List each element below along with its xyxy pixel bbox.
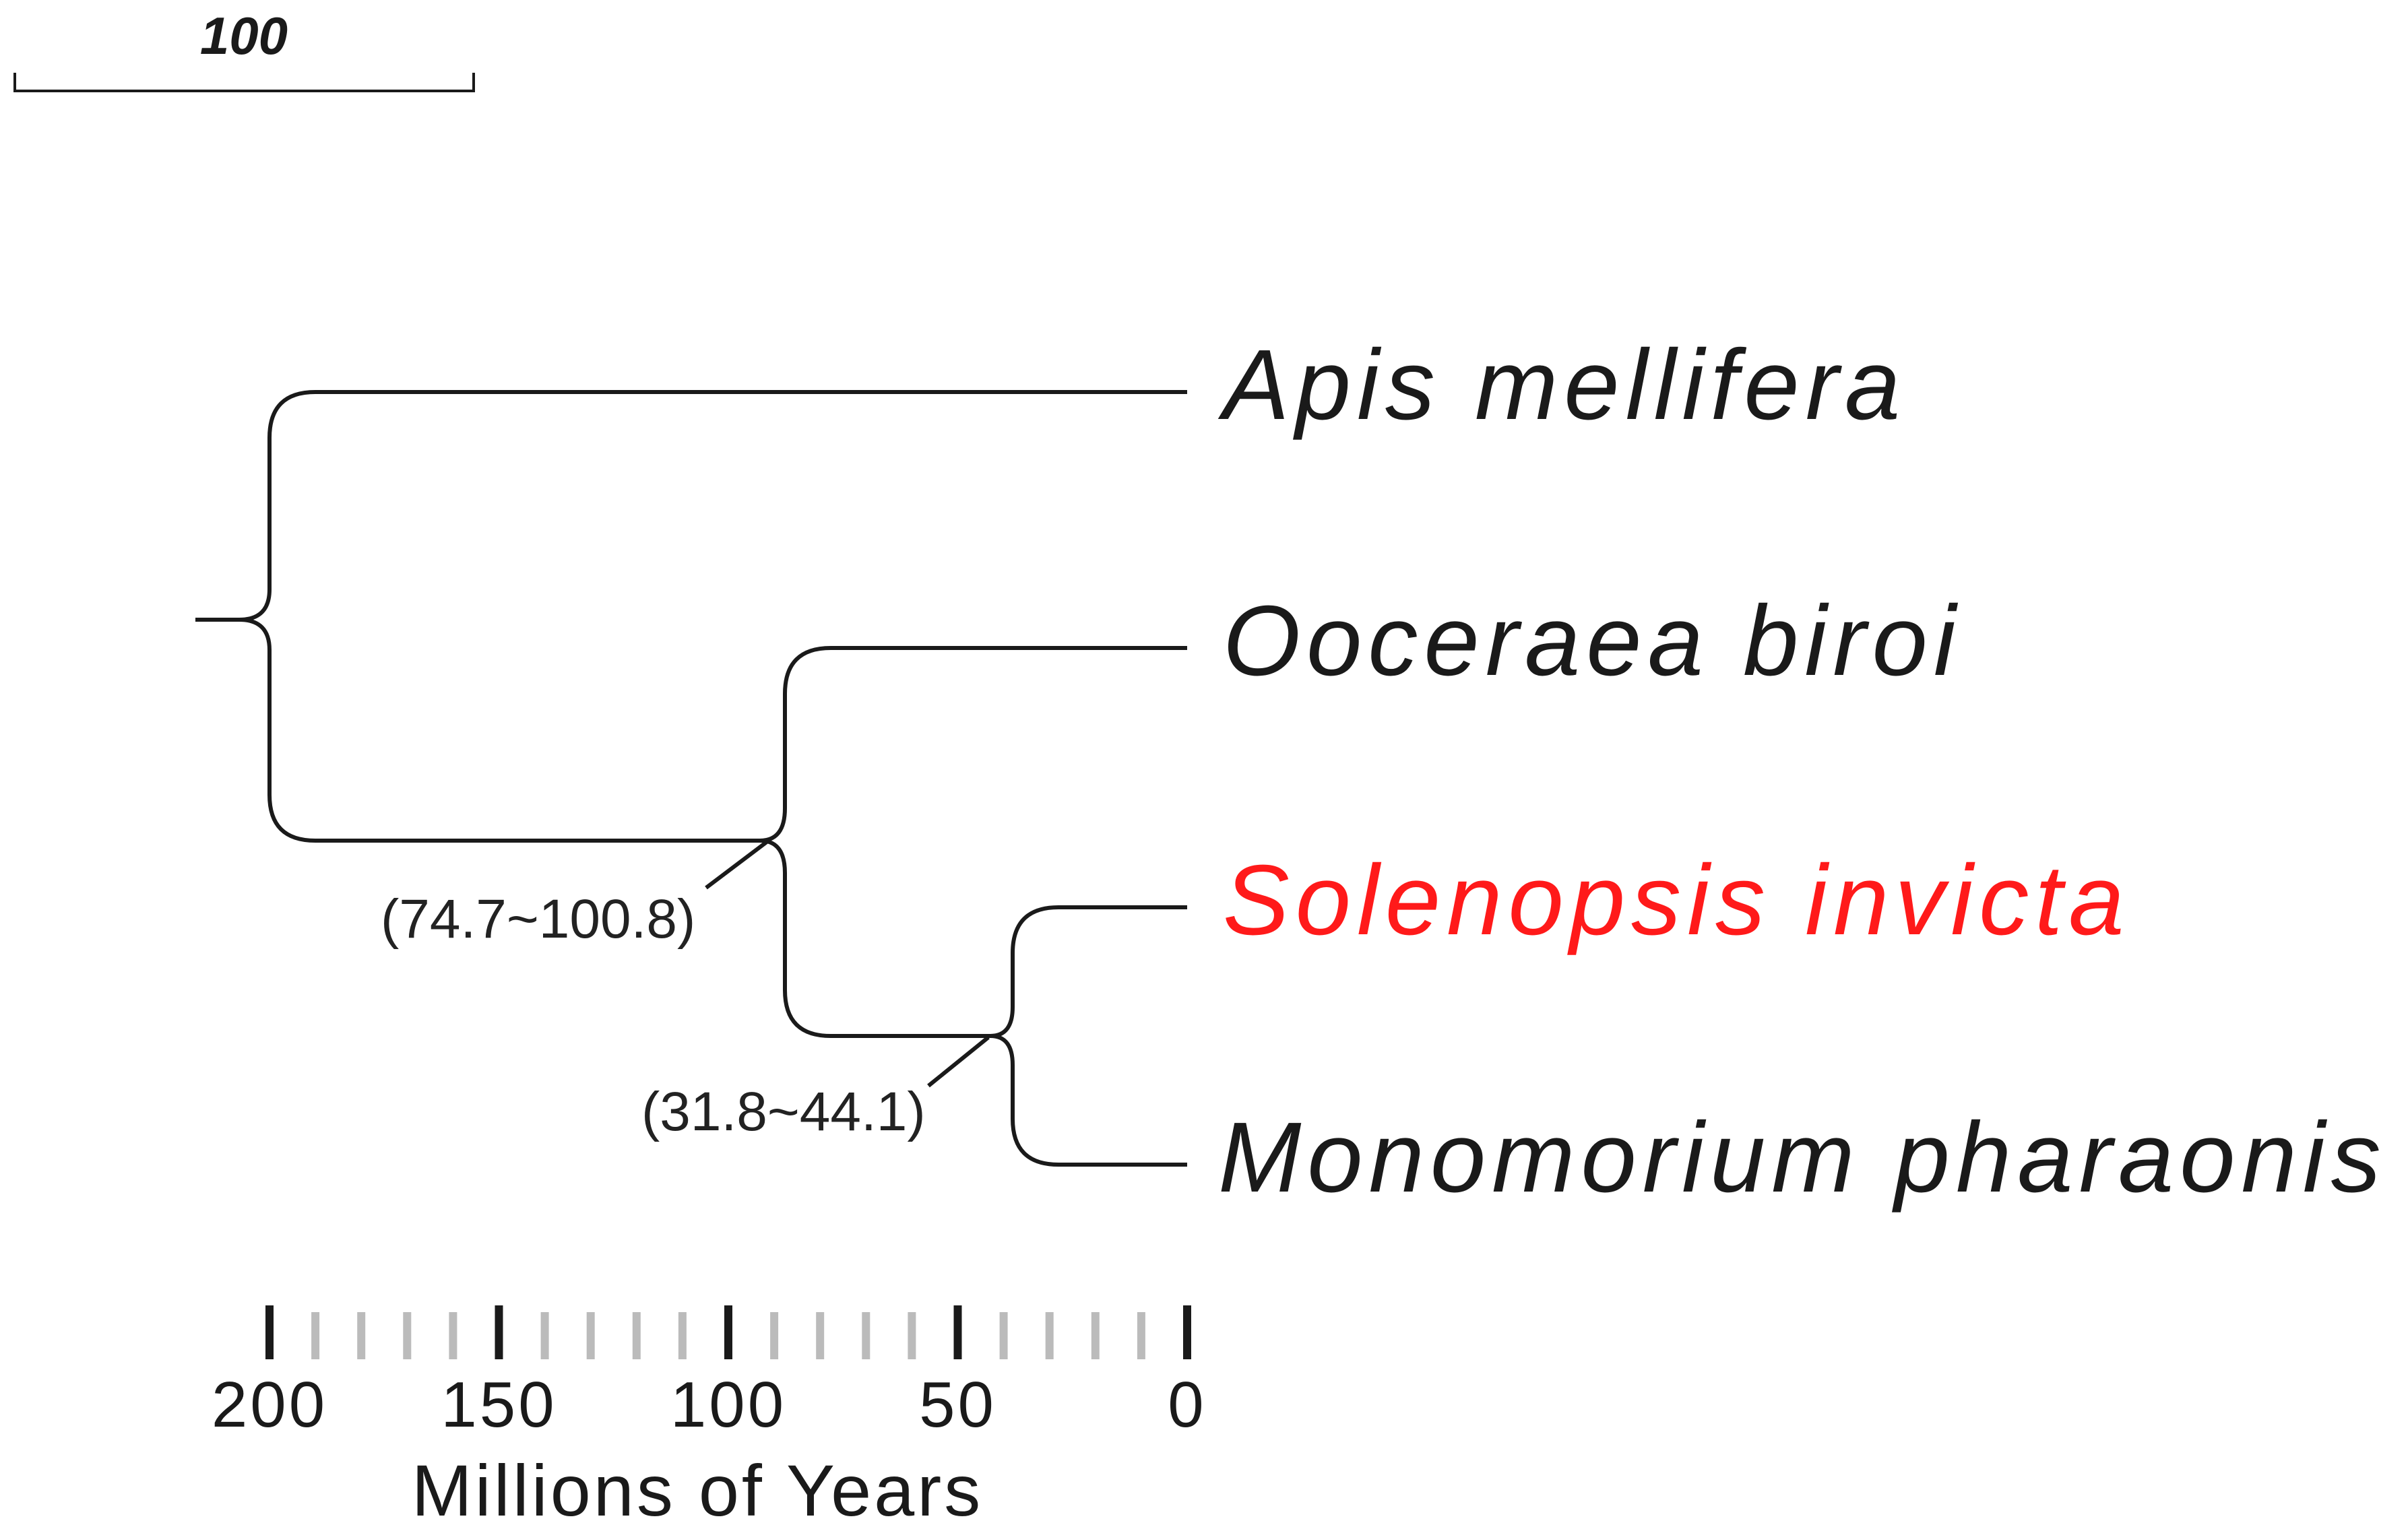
tick-label-150: 150 <box>441 1369 557 1441</box>
branch-apis-mellifera <box>239 390 1187 622</box>
tree-branches <box>195 390 1187 1167</box>
branch-ooceraea-biroi <box>759 646 1187 843</box>
node-leaders <box>705 840 990 1088</box>
tick-label-0: 0 <box>1168 1369 1206 1441</box>
branch-myrmicinae <box>759 839 990 1038</box>
taxon-label-solenopsis-invicta: Solenopsis invicta <box>1223 845 2130 956</box>
time-axis: 200 150 100 50 0 Millions of Years <box>212 1305 1206 1527</box>
leader-formicidae-node <box>705 840 768 890</box>
node-labels: (74.7~100.8) (31.8~44.1) <box>381 888 926 1142</box>
taxon-label-ooceraea-biroi: Ooceraea biroi <box>1223 585 1962 696</box>
branch-monomorium-pharaonis <box>990 1034 1187 1167</box>
leader-myrmicine-node <box>927 1035 990 1088</box>
branch-solenopsis-invicta <box>990 905 1187 1038</box>
axis-title: Millions of Years <box>412 1450 983 1527</box>
branch-ant-clade <box>239 618 760 843</box>
taxon-labels: Apis mellifera Ooceraea biroi Solenopsis… <box>1217 329 2387 1213</box>
scale-bar-line <box>13 73 475 92</box>
node-age-myrmicine: (31.8~44.1) <box>641 1081 926 1142</box>
axis-tick-labels: 200 150 100 50 0 <box>212 1369 1206 1441</box>
tick-label-100: 100 <box>670 1369 786 1441</box>
scale-bar-label: 100 <box>200 6 288 65</box>
node-age-formicidae: (74.7~100.8) <box>381 888 695 950</box>
taxon-label-apis-mellifera: Apis mellifera <box>1217 329 1906 441</box>
tick-label-50: 50 <box>919 1369 996 1441</box>
axis-ticks <box>265 1305 1191 1359</box>
scale-bar: 100 <box>13 6 475 92</box>
taxon-label-monomorium-pharaonis: Monomorium pharaonis <box>1218 1102 2387 1213</box>
tick-label-200: 200 <box>212 1369 327 1441</box>
